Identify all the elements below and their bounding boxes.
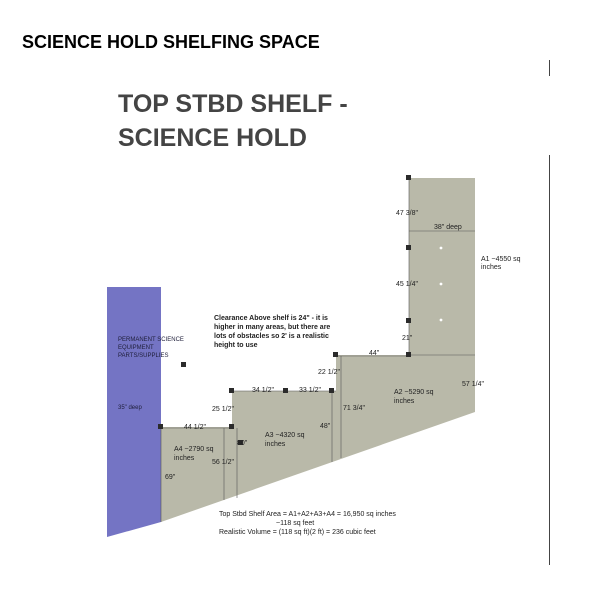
corner-marker: [283, 388, 288, 393]
corner-marker: [406, 318, 411, 323]
clearance-note-line1: Clearance Above shelf is 24" - it is: [214, 315, 328, 322]
clearance-note-line3: lots of obstacles so 2' is a realistic: [214, 333, 329, 340]
dim-69: 69": [165, 474, 176, 481]
corner-marker: [229, 424, 234, 429]
dim-34-1-2: 34 1/2": [252, 387, 274, 394]
corner-marker: [238, 440, 243, 445]
dim-25-1-2: 25 1/2": [212, 406, 234, 413]
corner-marker: [333, 352, 338, 357]
reference-dot: [439, 246, 443, 250]
dim-44-1-2: 44 1/2": [184, 424, 206, 431]
dim-22-1-2: 22 1/2": [318, 369, 340, 376]
dim-80: 80": [237, 440, 248, 447]
clearance-note-line2: higher in many areas, but there are: [214, 324, 330, 331]
area-a1-line2: inches: [481, 264, 502, 271]
corner-marker: [406, 352, 411, 357]
area-a4-line1: A4 ~2790 sq: [174, 446, 214, 453]
dimension-lines: [160, 178, 475, 522]
permanent-label-line2: EQUIPMENT: [118, 345, 154, 351]
edge-line-right: [549, 155, 550, 565]
area-a3-line1: A3 ~4320 sq: [265, 432, 305, 439]
area-a1-line1: A1 ~4550 sq: [481, 256, 521, 263]
corner-marker: [229, 388, 234, 393]
diagram-heading-line1: TOP STBD SHELF -: [118, 90, 348, 118]
summary-line1: Top Stbd Shelf Area = A1+A2+A3+A4 = 16,9…: [219, 511, 396, 518]
reference-dot: [439, 282, 443, 286]
area-a4-line2: inches: [174, 455, 195, 462]
reference-dots: [439, 246, 443, 322]
corner-marker: [329, 388, 334, 393]
dim-71-3-4: 71 3/4": [343, 405, 365, 412]
area-a2-line2: inches: [394, 398, 415, 405]
dim-33-1-2: 33 1/2": [299, 387, 321, 394]
permanent-depth-label: 35" deep: [118, 405, 142, 411]
corner-marker: [406, 175, 411, 180]
shelf-region: [161, 178, 475, 522]
dim-44-top: 44": [369, 350, 380, 357]
permanent-storage-region: [107, 287, 161, 537]
dim-45-1-4: 45 1/4": [396, 281, 418, 288]
corner-marker: [158, 424, 163, 429]
corner-marker: [181, 362, 186, 367]
summary-line2: ~118 sq feet: [276, 520, 314, 527]
corner-marker: [406, 245, 411, 250]
edge-line-top: [549, 60, 550, 76]
clearance-note-line4: height to use: [214, 342, 258, 349]
summary-line3: Realistic Volume = (118 sq ft)(2 ft) = 2…: [219, 529, 376, 536]
area-a3-line2: inches: [265, 441, 286, 448]
dim-47-3-8: 47 3/8": [396, 210, 418, 217]
dim-38-deep: 38" deep: [434, 224, 462, 231]
diagram-heading-line2: SCIENCE HOLD: [118, 124, 307, 152]
dim-48: 48": [320, 423, 331, 430]
reference-dot: [439, 318, 443, 322]
corner-markers: [158, 175, 411, 445]
dim-21: 21": [402, 335, 413, 342]
area-a2-line1: A2 ~5290 sq: [394, 389, 434, 396]
permanent-label-line1: PERMANENT SCIENCE: [118, 337, 184, 343]
dim-57-1-4: 57 1/4": [462, 381, 484, 388]
page-title: SCIENCE HOLD SHELFING SPACE: [22, 32, 320, 52]
dim-56-1-2: 56 1/2": [212, 459, 234, 466]
permanent-label-line3: PARTS/SUPPLIES: [118, 353, 168, 359]
